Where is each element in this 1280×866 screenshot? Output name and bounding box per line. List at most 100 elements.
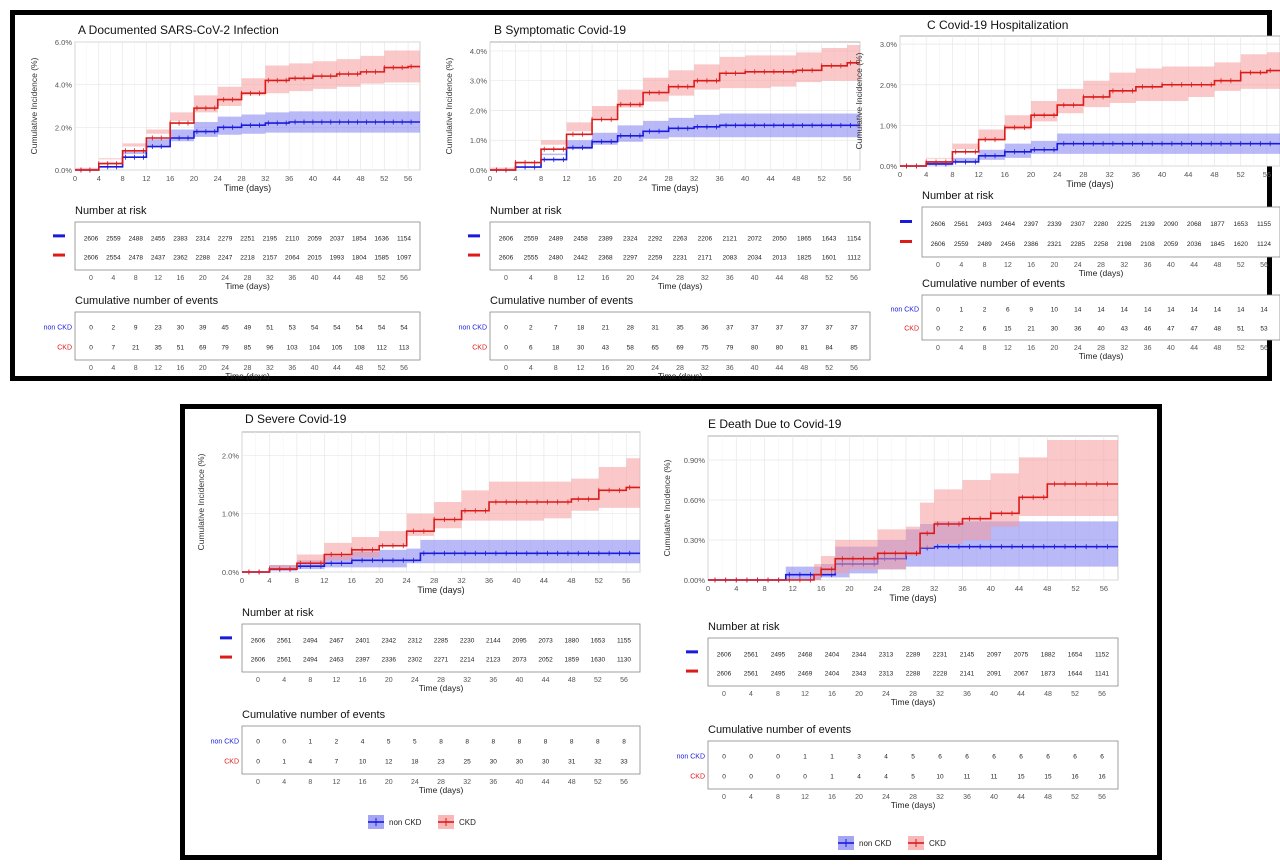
events-value: 69	[199, 345, 207, 352]
events-value: 37	[826, 324, 834, 331]
x-tick-label: 36	[285, 174, 293, 183]
y-tick-label: 1.0%	[222, 510, 239, 519]
risk-x-tick: 44	[542, 677, 550, 684]
risk-value: 2606	[717, 671, 732, 678]
risk-x-label: Time (days)	[891, 697, 936, 707]
events-value: 4	[308, 759, 312, 766]
risk-value: 2455	[151, 235, 166, 242]
events-value: 5	[413, 738, 417, 745]
events-x-tick: 56	[1260, 345, 1268, 352]
events-group-label: non CKD	[891, 307, 919, 314]
risk-value: 2389	[598, 235, 613, 242]
events-x-tick: 4	[959, 345, 963, 352]
events-value: 14	[1237, 307, 1245, 314]
chart-title: E Death Due to Covid-19	[708, 417, 842, 431]
risk-x-tick: 36	[1144, 262, 1152, 269]
risk-x-tick: 4	[282, 677, 286, 684]
events-value: 7	[112, 345, 116, 352]
x-tick-label: 12	[974, 170, 982, 179]
risk-value: 2458	[573, 235, 588, 242]
events-value: 0	[722, 753, 726, 760]
events-x-tick: 16	[359, 779, 367, 786]
risk-value: 1644	[1068, 671, 1083, 678]
events-value: 36	[701, 324, 709, 331]
events-value: 18	[552, 345, 560, 352]
risk-value: 2231	[673, 255, 688, 262]
risk-value: 2495	[771, 651, 786, 658]
risk-value: 2259	[648, 255, 663, 262]
events-value: 0	[803, 774, 807, 781]
events-value: 14	[1074, 307, 1082, 314]
events-table-frame	[242, 726, 640, 774]
x-tick-label: 52	[595, 576, 603, 585]
risk-value: 1654	[1068, 651, 1083, 658]
risk-x-tick: 48	[1044, 691, 1052, 698]
events-value: 4	[361, 738, 365, 745]
events-value: 80	[751, 345, 759, 352]
x-tick-label: 0	[898, 170, 902, 179]
risk-legend-swatch	[468, 254, 480, 257]
x-tick-label: 20	[190, 174, 198, 183]
events-value: 108	[354, 345, 365, 352]
risk-value: 2198	[1117, 241, 1132, 248]
risk-x-label: Time (days)	[419, 683, 464, 693]
x-tick-label: 4	[267, 576, 271, 585]
events-value: 23	[154, 324, 162, 331]
x-tick-label: 36	[485, 576, 493, 585]
risk-table-frame	[922, 207, 1280, 257]
risk-x-tick: 56	[850, 275, 858, 282]
events-group-label: non CKD	[44, 324, 72, 331]
events-value: 9	[134, 324, 138, 331]
y-tick-label: 3.0%	[880, 40, 897, 49]
events-x-tick: 4	[749, 794, 753, 801]
x-tick-label: 40	[512, 576, 520, 585]
events-group-label: non CKD	[211, 738, 239, 745]
risk-table-frame	[708, 638, 1118, 686]
risk-x-tick: 20	[385, 677, 393, 684]
risk-x-tick: 0	[504, 275, 508, 282]
x-tick-label: 32	[261, 174, 269, 183]
y-tick-label: 0.60%	[684, 496, 706, 505]
events-value: 15	[1044, 774, 1052, 781]
events-value: 9	[1029, 307, 1033, 314]
risk-value: 2225	[1117, 221, 1132, 228]
y-tick-label: 0.30%	[684, 536, 706, 545]
x-tick-label: 44	[1184, 170, 1192, 179]
x-axis-label: Time (days)	[417, 585, 464, 595]
risk-value: 2559	[524, 235, 539, 242]
risk-value: 2606	[84, 235, 99, 242]
risk-value: 2064	[285, 255, 300, 262]
events-value: 51	[1237, 325, 1245, 332]
events-x-tick: 8	[983, 345, 987, 352]
events-value: 80	[776, 345, 784, 352]
risk-value: 2108	[1140, 241, 1155, 248]
events-value: 0	[776, 753, 780, 760]
risk-value: 2083	[722, 255, 737, 262]
risk-value: 2110	[285, 235, 299, 242]
risk-x-tick: 12	[154, 275, 162, 282]
events-x-label: Time (days)	[225, 371, 270, 381]
risk-value: 2285	[1070, 241, 1085, 248]
events-value: 1	[830, 753, 834, 760]
events-x-tick: 52	[594, 779, 602, 786]
risk-value: 2313	[879, 671, 894, 678]
risk-value: 2561	[954, 221, 969, 228]
y-axis-label: Cumulative Incidence (%)	[196, 453, 206, 550]
risk-value: 2307	[1070, 221, 1085, 228]
risk-value: 2090	[1164, 221, 1179, 228]
events-x-tick: 36	[726, 365, 734, 372]
risk-x-tick: 20	[1051, 262, 1059, 269]
risk-x-tick: 12	[1004, 262, 1012, 269]
legend-label: non CKD	[859, 839, 892, 848]
risk-value: 2437	[151, 255, 166, 262]
events-value: 0	[776, 774, 780, 781]
events-value: 0	[89, 345, 93, 352]
chart-title: A Documented SARS-CoV-2 Infection	[78, 23, 279, 37]
x-tick-label: 48	[792, 174, 800, 183]
events-value: 84	[826, 345, 834, 352]
events-value: 10	[359, 759, 367, 766]
y-tick-label: 2.0%	[880, 81, 897, 90]
risk-value: 1620	[1233, 241, 1248, 248]
events-x-tick: 56	[620, 779, 628, 786]
